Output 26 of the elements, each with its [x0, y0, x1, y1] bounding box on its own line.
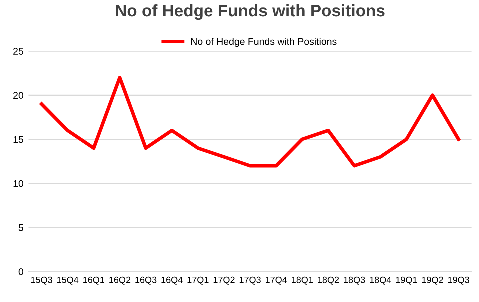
x-tick-label: 18Q4 [370, 276, 392, 285]
x-tick-label: 18Q2 [318, 276, 340, 285]
y-tick-label: 0 [18, 268, 24, 276]
x-tick-label: 19Q3 [448, 276, 470, 285]
x-tick-label: 16Q4 [162, 276, 183, 285]
line-series [40, 76, 461, 168]
x-tick-label: 17Q4 [266, 276, 288, 285]
y-tick-label: 20 [14, 92, 24, 100]
x-tick-label: 16Q3 [136, 276, 157, 285]
x-tick-label: 19Q1 [396, 276, 418, 285]
x-tick-label: 18Q1 [292, 276, 314, 285]
chart-title: No of Hedge Funds with Positions [116, 4, 385, 20]
legend-label: No of Hedge Funds with Positions [191, 38, 337, 48]
x-tick-label: 17Q3 [240, 276, 261, 285]
x-tick-label: 18Q3 [344, 276, 366, 285]
y-tick-label: 5 [18, 224, 24, 232]
x-tick-label: 17Q1 [188, 276, 209, 285]
y-tick-label: 15 [14, 136, 24, 144]
y-tick-label: 25 [14, 48, 24, 55]
x-tick-label: 16Q1 [84, 276, 104, 285]
x-tick-label: 16Q2 [110, 276, 131, 285]
x-tick-label: 19Q2 [422, 276, 444, 285]
y-tick-label: 10 [14, 180, 24, 188]
x-tick-label: 17Q2 [214, 276, 235, 285]
x-tick-label: 15Q3 [31, 276, 52, 285]
x-tick-label: 15Q4 [57, 276, 79, 285]
